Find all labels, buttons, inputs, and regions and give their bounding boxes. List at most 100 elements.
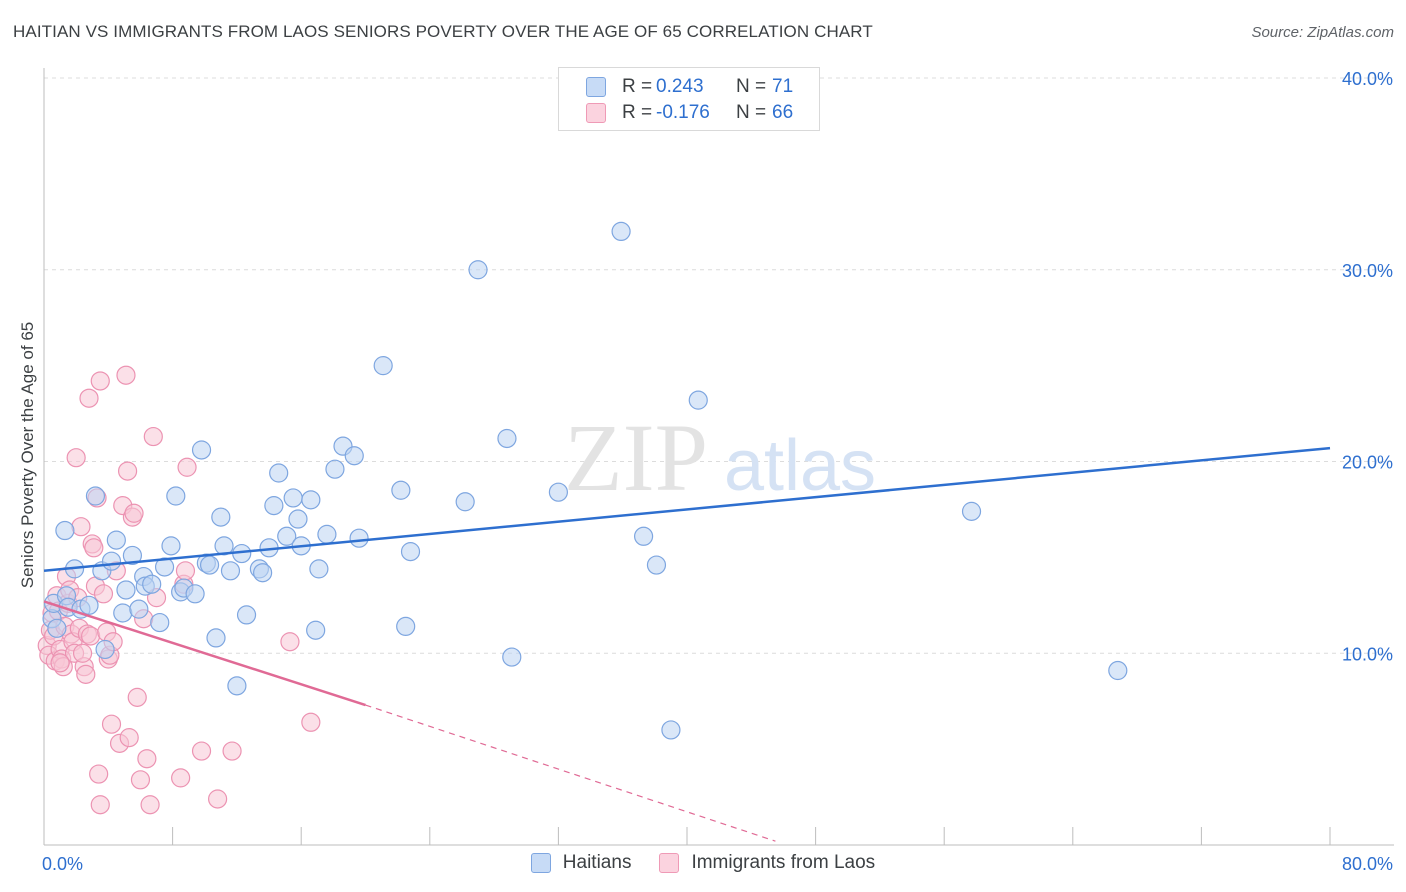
laos-point xyxy=(208,789,228,809)
laos-trend-line xyxy=(43,600,366,707)
laos-point xyxy=(71,517,91,537)
haitian-point xyxy=(129,599,149,619)
laos-point xyxy=(171,768,191,788)
laos-point xyxy=(127,687,147,707)
haitian-point xyxy=(400,542,421,562)
laos-point xyxy=(50,653,70,673)
haitian-point xyxy=(611,221,631,241)
x-tick-label: 80.0% xyxy=(1342,854,1393,874)
haitian-trend-line xyxy=(43,446,1331,573)
haitian-point xyxy=(288,509,308,529)
laos-point xyxy=(89,764,109,784)
laos-point xyxy=(90,371,110,391)
legend-row-haitians: R = 0.243 N = 71 xyxy=(559,74,793,100)
y-tick-label: 40.0% xyxy=(1342,69,1393,89)
laos-point xyxy=(72,643,93,663)
laos-point xyxy=(280,632,300,652)
haitian-point xyxy=(396,616,416,637)
laos-point xyxy=(117,461,138,481)
haitian-point xyxy=(79,595,99,615)
haitian-point xyxy=(55,520,75,541)
haitian-point xyxy=(325,459,345,479)
laos-point xyxy=(140,795,160,815)
legend-item-haitians: Haitians xyxy=(530,852,631,874)
x-tick-label: 0.0% xyxy=(42,854,83,874)
source-label: Source: ZipAtlas.com xyxy=(1251,24,1394,41)
haitian-point xyxy=(349,528,369,548)
haitian-point xyxy=(661,720,681,740)
laos-point xyxy=(124,503,144,523)
trend-lines xyxy=(43,446,1331,842)
haitian-point xyxy=(47,618,67,638)
laos-point xyxy=(222,741,242,761)
grid-lines xyxy=(44,77,1394,654)
laos-point xyxy=(116,365,136,385)
laos-point xyxy=(177,457,197,477)
haitian-point xyxy=(122,545,143,566)
haitian-point xyxy=(220,561,241,581)
laos-point xyxy=(119,728,139,748)
legend-swatch-haitians xyxy=(586,77,606,97)
haitian-point xyxy=(269,463,289,483)
laos-point xyxy=(175,561,196,581)
legend-r-value: 0.243 xyxy=(656,76,704,97)
haitian-point xyxy=(391,480,411,500)
legend-r-value: -0.176 xyxy=(656,102,710,123)
haitian-point xyxy=(166,486,186,506)
haitian-point xyxy=(961,501,982,521)
y-tick-label: 10.0% xyxy=(1342,644,1393,664)
haitian-point xyxy=(95,639,115,660)
haitian-point xyxy=(548,482,569,502)
haitian-point xyxy=(344,446,364,466)
laos-point xyxy=(93,584,114,604)
haitian-point xyxy=(142,574,162,594)
laos-point xyxy=(191,741,212,761)
tick-labels: 10.0% 20.0% 30.0% 40.0% 0.0% 80.0% xyxy=(42,69,1393,874)
haitian-point xyxy=(497,428,517,449)
haitian-points xyxy=(42,221,1128,740)
haitian-point xyxy=(211,507,231,527)
haitian-point xyxy=(150,612,170,633)
haitian-point xyxy=(206,628,226,648)
haitian-point xyxy=(106,530,126,550)
haitian-point xyxy=(236,605,257,625)
stats-legend: R = 0.243 N = 71 R = -0.176 N = 66 xyxy=(558,67,820,131)
watermark-zip: ZIP xyxy=(564,404,708,511)
haitian-point xyxy=(199,555,220,575)
axes xyxy=(43,68,1394,846)
haitian-point xyxy=(227,676,247,696)
legend-r-key: R = xyxy=(622,102,653,123)
haitian-point xyxy=(688,390,708,410)
legend-swatch-haitians xyxy=(530,853,551,873)
haitian-point xyxy=(502,647,522,667)
laos-point xyxy=(76,664,96,684)
legend-swatch-laos xyxy=(659,853,680,873)
haitian-point xyxy=(101,551,122,571)
haitian-point xyxy=(277,526,297,546)
laos-point xyxy=(81,626,101,646)
laos-point xyxy=(101,714,122,734)
laos-point xyxy=(90,795,110,815)
haitian-point xyxy=(301,490,321,510)
y-tick-label: 20.0% xyxy=(1342,453,1393,473)
legend-row-laos: R = -0.176 N = 66 xyxy=(559,100,793,126)
legend-n-key: N = xyxy=(736,102,767,123)
haitian-point xyxy=(468,260,488,280)
haitian-point xyxy=(161,536,181,556)
laos-trend-extension xyxy=(365,704,776,842)
haitian-point xyxy=(1108,660,1128,681)
haitian-point xyxy=(85,486,106,506)
haitian-point xyxy=(455,492,475,512)
haitian-point xyxy=(191,440,212,460)
legend-item-laos: Immigrants from Laos xyxy=(659,852,875,874)
haitian-point xyxy=(264,496,284,516)
laos-point xyxy=(84,538,104,558)
haitian-point xyxy=(317,524,337,544)
legend-n-key: N = xyxy=(736,76,767,97)
haitian-point xyxy=(373,356,393,376)
haitian-point xyxy=(306,620,326,640)
chart-title: HAITIAN VS IMMIGRANTS FROM LAOS SENIORS … xyxy=(13,22,873,41)
laos-point xyxy=(301,712,321,732)
legend-r-key: R = xyxy=(622,76,653,97)
laos-point xyxy=(143,426,163,447)
